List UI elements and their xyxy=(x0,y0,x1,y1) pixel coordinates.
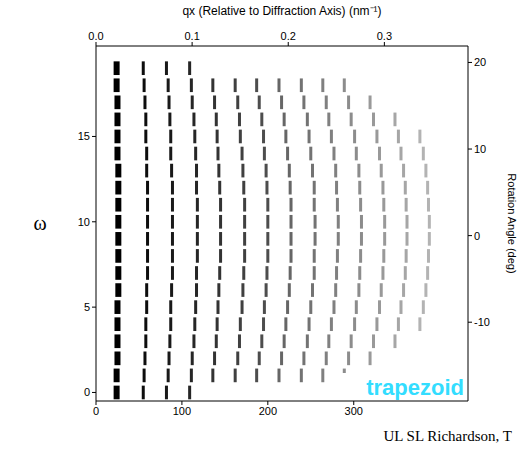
svg-text:300: 300 xyxy=(345,405,363,417)
svg-text:10: 10 xyxy=(474,143,486,155)
svg-text:15: 15 xyxy=(78,130,90,142)
svg-text:0: 0 xyxy=(84,386,90,398)
svg-text:Rotation Angle (deg): Rotation Angle (deg) xyxy=(506,173,518,273)
svg-text:qx (Relative to Diffraction Ax: qx (Relative to Diffraction Axis) (nm⁻¹) xyxy=(182,4,381,18)
svg-text:10: 10 xyxy=(78,216,90,228)
svg-text:200: 200 xyxy=(259,405,277,417)
svg-text:0.1: 0.1 xyxy=(184,30,199,42)
svg-text:0: 0 xyxy=(93,405,99,417)
svg-text:0.3: 0.3 xyxy=(377,30,392,42)
svg-text:100: 100 xyxy=(173,405,191,417)
svg-text:UL SL Richardson, T: UL SL Richardson, T xyxy=(383,428,512,444)
svg-text:20: 20 xyxy=(474,56,486,68)
svg-text:5: 5 xyxy=(84,301,90,313)
svg-text:-10: -10 xyxy=(474,316,490,328)
svg-text:0.0: 0.0 xyxy=(88,30,103,42)
svg-text:trapezoid: trapezoid xyxy=(366,375,464,400)
svg-text:0.2: 0.2 xyxy=(281,30,296,42)
svg-text:0: 0 xyxy=(474,230,480,242)
svg-text:ω: ω xyxy=(33,212,46,234)
